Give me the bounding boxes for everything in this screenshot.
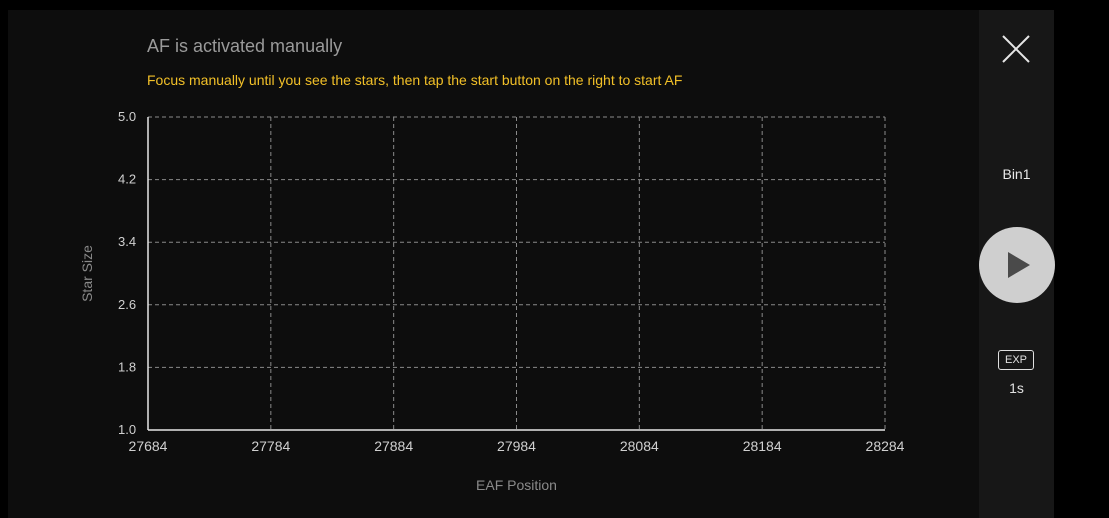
page-title: AF is activated manually (147, 36, 343, 56)
right-margin (1054, 10, 1109, 518)
close-icon (1002, 35, 1030, 63)
play-icon (1008, 252, 1030, 278)
chart-panel (8, 10, 979, 518)
close-button[interactable] (999, 32, 1033, 66)
exposure-value[interactable]: 1s (1009, 380, 1024, 396)
binning-label[interactable]: Bin1 (1002, 166, 1031, 182)
exposure-badge[interactable]: EXP (998, 350, 1034, 370)
start-af-button[interactable] (979, 227, 1055, 303)
instruction-text: Focus manually until you see the stars, … (147, 72, 683, 88)
